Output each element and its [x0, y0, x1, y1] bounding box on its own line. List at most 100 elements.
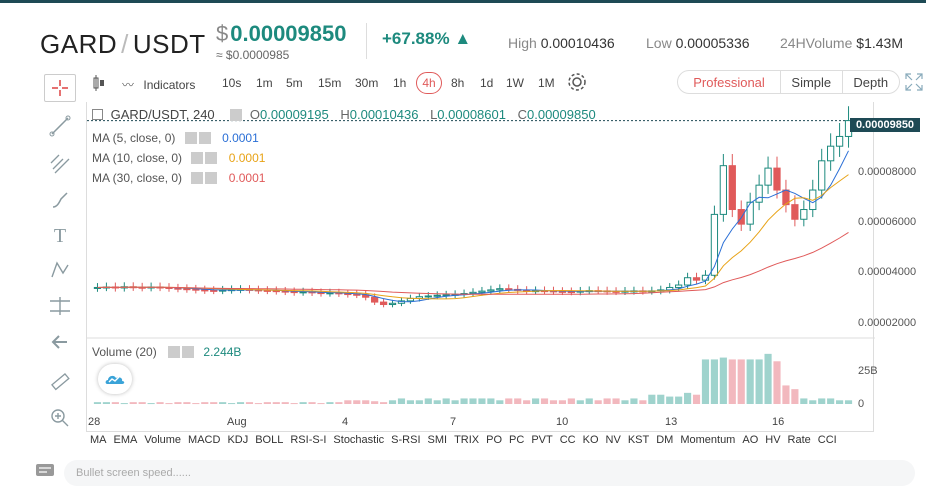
bullet-comment-icon[interactable] — [36, 464, 54, 478]
indicator-trix[interactable]: TRIX — [454, 434, 480, 446]
ma5-label: MA (5, close, 0) — [92, 131, 176, 145]
ma5-value: 0.0001 — [222, 131, 259, 145]
ma30-close-icon[interactable] — [205, 172, 218, 184]
volume-close-icon[interactable] — [182, 346, 195, 358]
indicator-nv[interactable]: NV — [605, 434, 621, 446]
indicator-cci[interactable]: CCI — [817, 434, 837, 446]
indicators-button[interactable]: 〰 Indicators — [122, 76, 195, 93]
ma10-close-icon[interactable] — [205, 152, 218, 164]
indicator-ema[interactable]: EMA — [113, 434, 138, 446]
indicator-stochastic[interactable]: Stochastic — [333, 434, 385, 446]
tf-1h[interactable]: 1h — [393, 76, 407, 90]
candle-body — [379, 301, 388, 306]
volume-bar — [585, 398, 593, 404]
cloud-logo-icon[interactable] — [98, 364, 132, 394]
tf-8h[interactable]: 8h — [451, 76, 465, 90]
volume-bar — [755, 359, 763, 404]
measure-icon[interactable] — [44, 292, 76, 320]
volume-bar — [344, 400, 352, 404]
indicator-kdj[interactable]: KDJ — [227, 434, 249, 446]
back-arrow-icon[interactable] — [44, 328, 76, 356]
brush-icon[interactable] — [44, 186, 76, 214]
indicator-macd[interactable]: MACD — [188, 434, 221, 446]
pattern-icon[interactable] — [44, 256, 76, 284]
volume-bar — [290, 403, 298, 405]
indicators-wave-icon: 〰 — [122, 78, 135, 92]
volume-bar — [317, 403, 325, 405]
fib-lines-icon[interactable] — [44, 150, 76, 178]
indicator-rate[interactable]: Rate — [787, 434, 811, 446]
volume-bar — [737, 359, 745, 404]
volume-bar — [263, 402, 271, 404]
fullscreen-icon[interactable] — [904, 72, 924, 95]
tf-1month[interactable]: 1M — [538, 76, 555, 90]
x-axis-label: 28 — [88, 416, 101, 428]
indicator-ma[interactable]: MA — [90, 434, 107, 446]
indicator-volume[interactable]: Volume — [144, 434, 182, 446]
candle-body — [835, 135, 844, 147]
indicator-pc[interactable]: PC — [509, 434, 525, 446]
ruler-icon[interactable] — [44, 368, 76, 396]
volume-bar — [657, 394, 665, 404]
change-value: +67.88% — [382, 29, 450, 48]
tf-1d[interactable]: 1d — [480, 76, 494, 90]
ma10-label: MA (10, close, 0) — [92, 151, 183, 165]
volume-bar — [558, 400, 566, 404]
indicator-s-rsi[interactable]: S-RSI — [391, 434, 421, 446]
ma5-close-icon[interactable] — [198, 132, 211, 144]
volume-bar — [746, 359, 754, 404]
ma5-legend: MA (5, close, 0) 0.0001 — [92, 131, 259, 145]
tf-4h[interactable]: 4h — [416, 72, 442, 94]
indicator-pvt[interactable]: PVT — [531, 434, 553, 446]
volume-legend-value: 2.244B — [203, 345, 242, 359]
high-label: High — [508, 35, 537, 51]
candle-body — [800, 209, 808, 220]
tab-simple[interactable]: Simple — [781, 71, 843, 93]
chart-area[interactable] — [86, 102, 875, 432]
tf-10s[interactable]: 10s — [222, 76, 242, 90]
candle-type-icon[interactable] — [92, 74, 106, 95]
low-label: Low — [646, 35, 672, 51]
collapse-legend-icon[interactable] — [92, 109, 103, 120]
volume-bar — [335, 402, 343, 404]
volume-bar — [478, 398, 486, 404]
tf-30m[interactable]: 30m — [355, 76, 379, 90]
bullet-screen-input[interactable]: Bullet screen speed...... — [64, 460, 915, 486]
indicator-po[interactable]: PO — [486, 434, 503, 446]
x-axis-label: Aug — [227, 416, 247, 428]
volume-bar — [639, 400, 647, 404]
settings-gear-icon[interactable] — [567, 72, 587, 95]
indicator-boll[interactable]: BOLL — [255, 434, 284, 446]
tf-5m[interactable]: 5m — [286, 76, 303, 90]
candle-body — [701, 274, 710, 281]
candle-body — [728, 165, 736, 211]
indicator-smi[interactable]: SMI — [427, 434, 448, 446]
indicator-ao[interactable]: AO — [742, 434, 759, 446]
indicator-kst[interactable]: KST — [627, 434, 650, 446]
high-value: 0.00010436 — [540, 35, 615, 51]
crosshair-icon[interactable] — [44, 74, 76, 102]
indicator-ko[interactable]: KO — [582, 434, 599, 446]
volume-bar — [228, 403, 236, 405]
zoom-icon[interactable] — [44, 404, 76, 432]
tf-15m[interactable]: 15m — [318, 76, 342, 90]
ma10-settings-icon[interactable] — [191, 152, 204, 164]
indicator-dm[interactable]: DM — [656, 434, 674, 446]
tf-1m[interactable]: 1m — [256, 76, 273, 90]
trend-line-icon[interactable] — [44, 112, 76, 140]
volume-settings-icon[interactable] — [168, 346, 181, 358]
indicator-hv[interactable]: HV — [765, 434, 781, 446]
ma5-settings-icon[interactable] — [184, 132, 197, 144]
volume-bar — [156, 402, 164, 404]
text-tool-icon[interactable]: T — [53, 224, 67, 247]
change-percent: +67.88% ▲ — [382, 29, 471, 49]
tab-professional[interactable]: Professional — [678, 71, 782, 93]
tab-depth[interactable]: Depth — [853, 74, 889, 90]
ma30-settings-icon[interactable] — [191, 172, 204, 184]
indicator-cc[interactable]: CC — [559, 434, 576, 446]
tf-1w[interactable]: 1W — [506, 76, 524, 90]
indicator-momentum[interactable]: Momentum — [680, 434, 736, 446]
volume-bar — [675, 396, 683, 404]
legend-settings-icon[interactable] — [230, 109, 243, 121]
indicator-rsi-s-i[interactable]: RSI-S-I — [290, 434, 327, 446]
